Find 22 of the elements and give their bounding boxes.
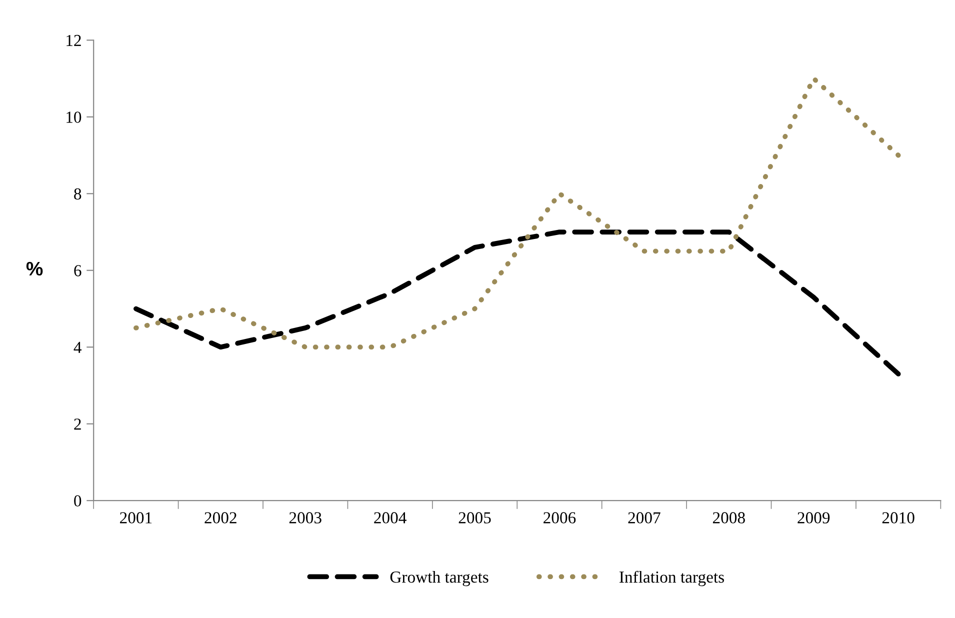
y-tick-label: 2 <box>74 418 81 430</box>
y-tick-label: 4 <box>74 342 82 353</box>
y-tick-label: 0 <box>74 495 82 507</box>
line-series <box>134 230 901 376</box>
y-tick-label: 6 <box>74 265 82 276</box>
y-tick-label: 12 <box>66 34 81 46</box>
y-tick-label: 10 <box>66 112 82 123</box>
x-tick-label: 2009 <box>798 512 830 524</box>
x-tick-label: 2007 <box>628 512 660 524</box>
y-tick-label: 8 <box>74 188 82 200</box>
x-tick-label: 2008 <box>712 512 745 524</box>
legend-label: Growth targets <box>390 571 488 586</box>
y-axis-title: % <box>26 262 43 276</box>
line-series <box>134 76 901 350</box>
x-tick-label: 2003 <box>289 512 322 524</box>
x-tick-label: 2002 <box>204 512 236 524</box>
x-tick-label: 2005 <box>458 512 491 524</box>
x-tick-label: 2010 <box>882 512 914 524</box>
x-tick-label: 2001 <box>120 512 152 524</box>
legend-label: Inflation targets <box>620 570 724 586</box>
x-tick-label: 2006 <box>544 512 576 524</box>
x-tick-label: 2004 <box>374 512 406 524</box>
